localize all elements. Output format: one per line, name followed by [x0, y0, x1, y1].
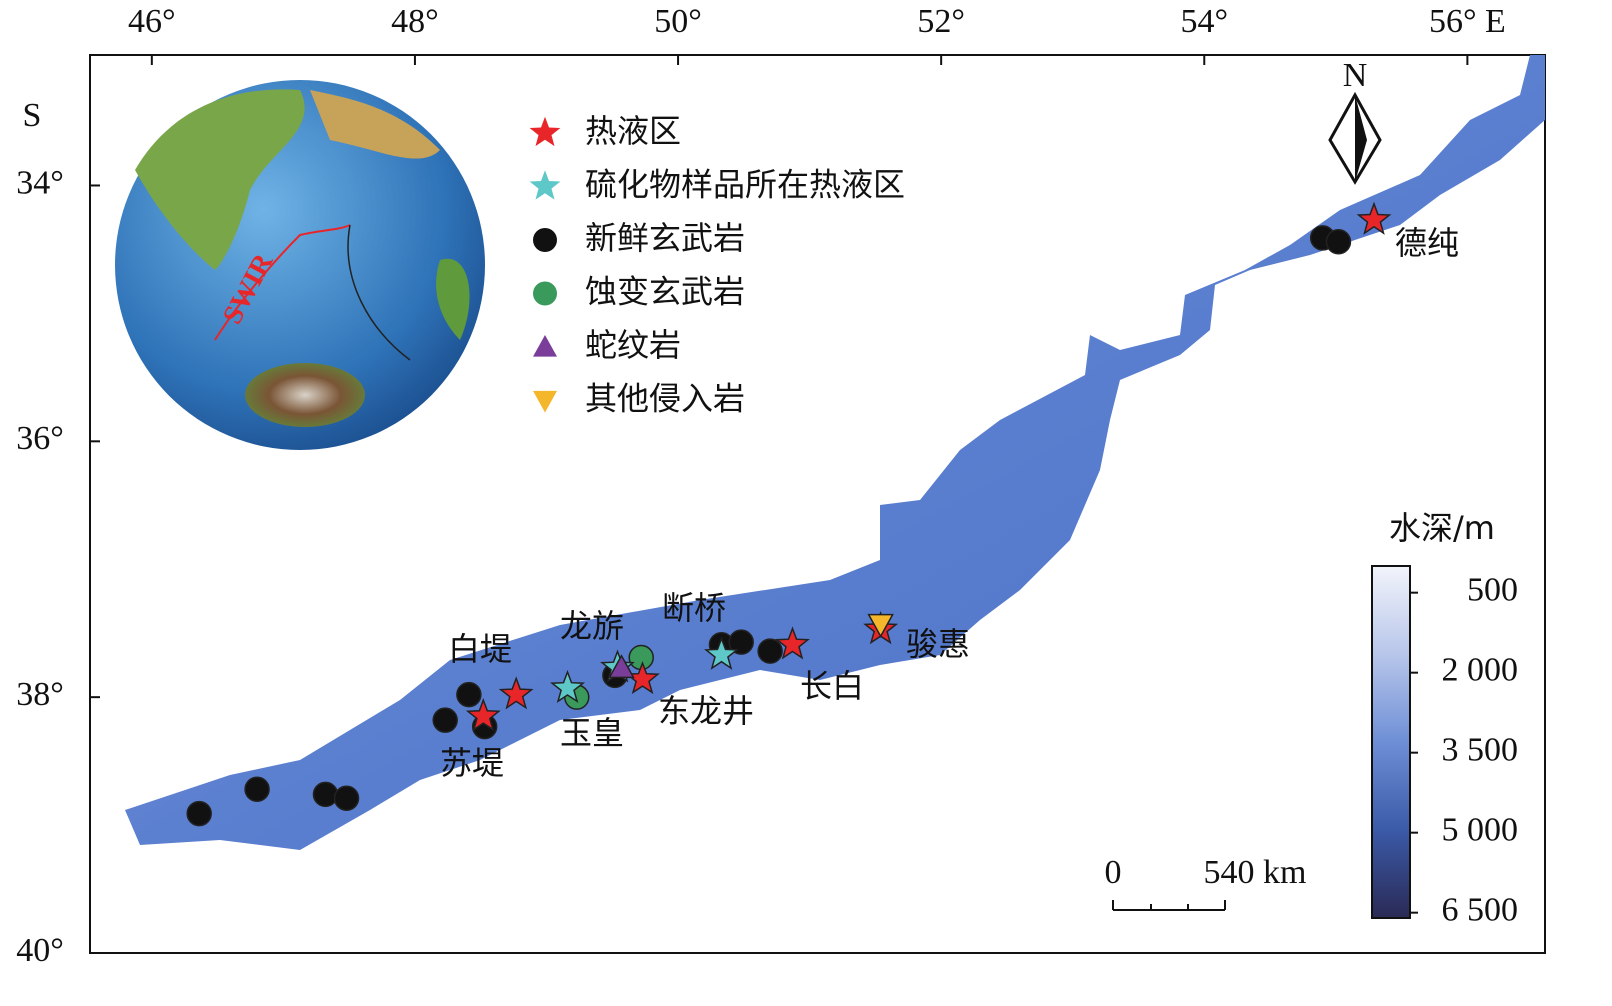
north-label: N	[1343, 57, 1368, 94]
site-label: 龙旂	[560, 607, 624, 645]
scale-label: 0	[1105, 854, 1122, 891]
legend-label: 蛇纹岩	[585, 326, 681, 364]
lon-tick-label: 54°	[1180, 3, 1228, 40]
legend-label: 蚀变玄武岩	[585, 273, 745, 311]
colorbar-tick-label: 6 500	[1442, 891, 1519, 928]
colorbar-tick-label: 2 000	[1442, 651, 1519, 688]
legend-label: 新鲜玄武岩	[585, 219, 745, 257]
lon-tick-label: 48°	[391, 3, 439, 40]
site-label: 东龙井	[658, 692, 754, 730]
site-label: 苏堤	[440, 744, 504, 782]
legend-label: 热液区	[585, 112, 681, 150]
globe-ridge	[347, 224, 411, 361]
site-label: 白堤	[448, 630, 512, 668]
colorbar-tick-label: 500	[1467, 571, 1518, 608]
sample-point	[775, 626, 810, 660]
colorbar-title: 水深/m	[1389, 509, 1495, 547]
legend-symbol	[529, 170, 561, 200]
legend-symbol	[533, 281, 557, 306]
sample-point	[1356, 201, 1392, 235]
sample-point	[704, 636, 739, 670]
colorbar-tick-label: 3 500	[1442, 731, 1519, 768]
sample-point	[456, 681, 482, 708]
legend-symbol	[533, 335, 557, 357]
sample-point	[186, 800, 212, 827]
sample-point	[465, 697, 501, 732]
sample-point	[432, 707, 458, 733]
globe: SWIR	[115, 80, 485, 450]
sample-point	[608, 654, 635, 679]
site-label: 玉皇	[560, 714, 624, 752]
globe-land	[436, 258, 470, 340]
lon-tick-label: 56° E	[1429, 3, 1506, 40]
north-arrow: N	[1328, 57, 1382, 185]
legend-symbol	[533, 228, 557, 252]
bathymetry	[125, 55, 1545, 850]
sample-point	[728, 629, 754, 655]
globe-land	[135, 89, 305, 270]
sample-point	[757, 638, 783, 664]
sample-point	[333, 785, 360, 811]
sample-point	[1325, 229, 1352, 255]
lon-tick-label: 52°	[917, 3, 965, 40]
lat-tick-label: 34°	[16, 164, 64, 201]
sample-point	[498, 676, 534, 710]
scale-label: 540 km	[1204, 854, 1307, 891]
site-label: 德纯	[1395, 224, 1459, 262]
lon-tick-label: 46°	[128, 3, 176, 40]
sample-point	[312, 781, 339, 808]
site-label: 长白	[800, 667, 864, 705]
colorbar-tick-label: 5 000	[1442, 811, 1519, 848]
site-labels: 德纯 断桥 龙旂 白堤 玉皇 东龙井 苏堤 长白 骏惠	[440, 224, 1459, 782]
lat-tick-label: 40°	[16, 932, 64, 969]
globe-land	[245, 363, 365, 427]
lon-tick-label: 50°	[654, 3, 702, 40]
sample-point	[550, 669, 586, 704]
legend-symbol	[529, 116, 561, 147]
colorbar	[1371, 565, 1411, 919]
sample-point	[867, 613, 894, 638]
globe-ridge	[214, 224, 351, 341]
hemisphere-label: S	[23, 97, 42, 134]
scale-bar: 0 540 km	[1105, 854, 1307, 911]
legend-symbol	[533, 390, 557, 413]
sample-point	[244, 776, 270, 803]
legend-label: 其他侵入岩	[585, 380, 745, 418]
lat-tick-label: 38°	[16, 676, 64, 713]
legend-label: 硫化物样品所在热液区	[585, 166, 905, 204]
site-label: 骏惠	[906, 625, 970, 663]
north-fill	[1355, 95, 1367, 182]
lat-tick-label: 36°	[16, 420, 64, 457]
site-label: 断桥	[662, 589, 726, 627]
globe-land	[310, 90, 440, 159]
